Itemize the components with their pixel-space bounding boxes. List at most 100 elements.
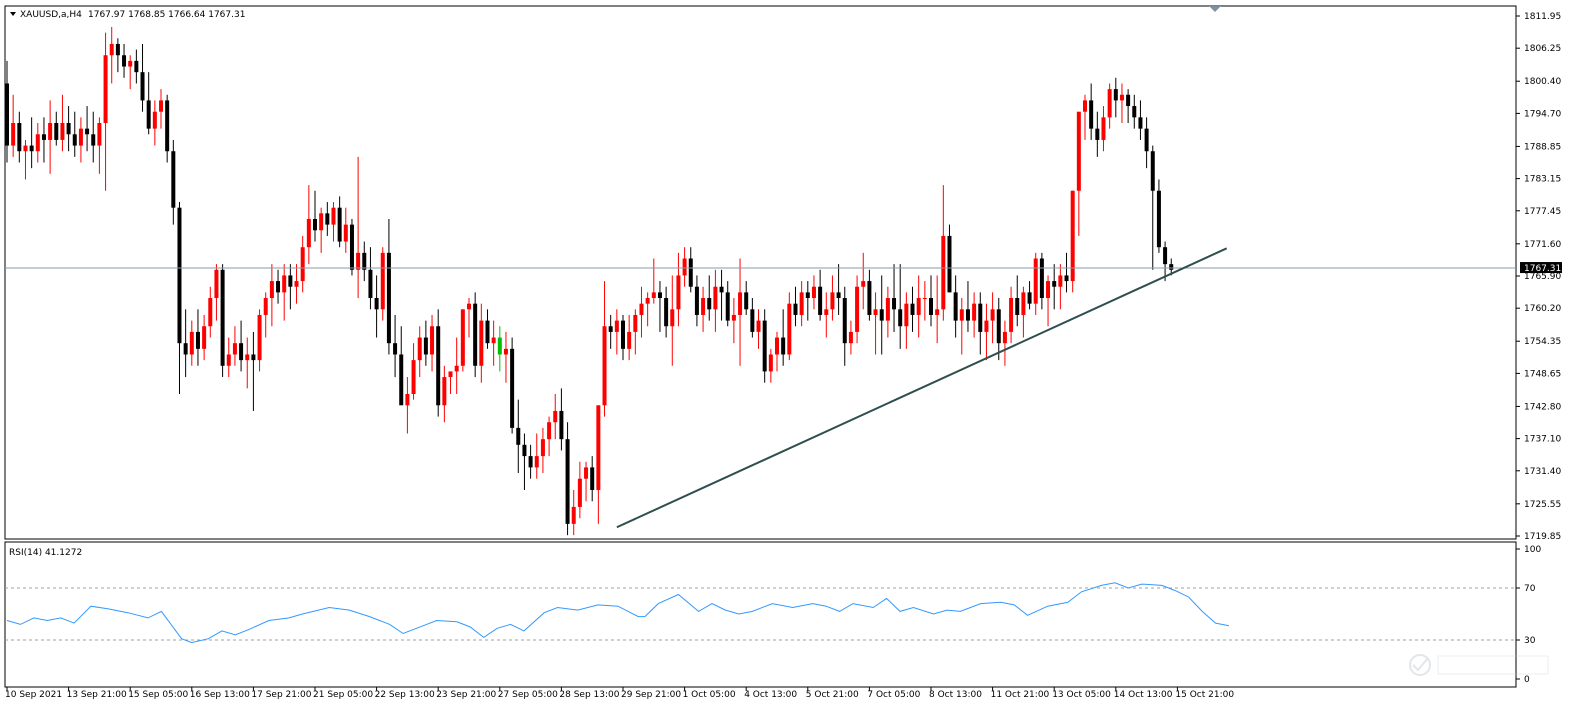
candle-body — [356, 252, 361, 270]
candle-body — [719, 286, 724, 293]
candle-body — [984, 320, 989, 332]
candle-body — [892, 298, 897, 310]
current-price-label: 1767.31 — [1524, 264, 1561, 274]
candlestick-series — [5, 27, 1174, 536]
candle-body — [177, 207, 182, 344]
candle-body — [386, 252, 391, 344]
candle-body — [584, 467, 589, 479]
candle-body — [565, 439, 570, 524]
watermark-logo — [1409, 654, 1549, 676]
candle-body — [547, 422, 552, 440]
candle-body — [725, 292, 730, 321]
candle-body — [165, 100, 170, 152]
candle-body — [220, 269, 225, 366]
time-tick-label: 21 Sep 05:00 — [313, 690, 373, 700]
candle-body — [590, 467, 595, 490]
candle-body — [731, 314, 736, 321]
candle-body — [393, 343, 398, 355]
candle-body — [146, 100, 151, 129]
time-tick-label: 22 Sep 13:00 — [375, 690, 435, 700]
candle-body — [1058, 275, 1063, 287]
candle-body — [577, 478, 582, 507]
candle-body — [17, 122, 22, 152]
candle-body — [781, 337, 786, 355]
candle-body — [214, 269, 219, 299]
candle-body — [756, 320, 761, 332]
time-axis: 10 Sep 2021 13 Sep 21:00 15 Sep 05:00 16 Se… — [5, 687, 1234, 700]
time-tick-label: 1 Oct 05:00 — [683, 690, 736, 700]
candle-body — [867, 281, 872, 315]
price-tick-label: 1725.55 — [1524, 500, 1561, 510]
rsi-line — [6, 582, 1230, 644]
candle-body — [313, 218, 317, 231]
candle-body — [319, 213, 324, 231]
candle-body — [1039, 258, 1044, 299]
candle-body — [1101, 117, 1106, 140]
price-tick-label: 1783.15 — [1524, 175, 1561, 185]
candle-body — [35, 134, 40, 152]
candle-body — [152, 111, 157, 129]
price-pane[interactable]: XAUUSD,a,H4 1767.97 1768.85 1766.64 1767… — [4, 5, 1517, 540]
candle-body — [23, 145, 28, 152]
candle-body — [904, 303, 909, 327]
candle-body — [159, 100, 163, 112]
time-tick-label: 28 Sep 13:00 — [559, 690, 619, 700]
candle-body — [750, 309, 755, 332]
candle-body — [621, 320, 625, 349]
candle-body — [1002, 331, 1007, 344]
candle-body — [97, 122, 102, 146]
candle-body — [885, 298, 890, 321]
candle-body — [811, 286, 816, 299]
candle-body — [1083, 100, 1087, 112]
rsi-tick-label: 100 — [1524, 545, 1541, 555]
candle-body — [793, 303, 798, 315]
candle-body — [627, 331, 632, 349]
candle-body — [122, 55, 127, 67]
candle-body — [1064, 275, 1069, 282]
candle-body — [239, 343, 244, 361]
candle-body — [818, 286, 823, 315]
candle-body — [1070, 190, 1075, 282]
candle-body — [331, 207, 336, 225]
time-tick-label: 17 Sep 21:00 — [251, 690, 311, 700]
candle-body — [78, 128, 83, 146]
candle-body — [245, 354, 250, 361]
candle-body — [1021, 292, 1026, 315]
candle-body — [830, 292, 835, 310]
candle-body — [614, 320, 619, 332]
candle-body — [380, 252, 385, 310]
collapse-triangle-icon[interactable] — [10, 12, 16, 16]
candle-body — [879, 309, 884, 321]
rsi-pane[interactable]: RSI(14) 41.1272 100 70 30 0 — [4, 541, 1541, 688]
candle-body — [1119, 94, 1124, 101]
price-tick-label: 1742.80 — [1524, 402, 1561, 412]
candle-body — [417, 337, 422, 361]
candle-body — [935, 309, 940, 315]
candle-body — [1156, 190, 1161, 248]
candle-body — [990, 309, 995, 321]
time-tick-label: 11 Oct 21:00 — [991, 690, 1050, 700]
candle-body — [713, 286, 718, 310]
candle-body — [485, 320, 490, 344]
candle-body — [744, 292, 749, 310]
candle-body — [300, 247, 305, 282]
candle-body — [1163, 247, 1168, 265]
candle-body — [1138, 117, 1143, 129]
candle-body — [922, 298, 927, 300]
candle-body — [516, 427, 521, 445]
symbol-header: XAUUSD,a,H4 — [20, 10, 82, 20]
candle-body — [343, 224, 348, 242]
candle-body — [929, 298, 933, 315]
candle-body — [368, 269, 373, 299]
candle-body — [325, 213, 330, 225]
candle-body — [916, 298, 921, 315]
rsi-tick-label: 0 — [1524, 675, 1530, 685]
candle-body — [762, 320, 767, 372]
candle-body — [29, 145, 34, 152]
scroll-marker-icon[interactable] — [1209, 6, 1221, 12]
candle-body — [72, 134, 77, 146]
candle-body — [953, 292, 958, 321]
trendline[interactable] — [616, 247, 1228, 529]
candle-body — [41, 134, 46, 140]
time-tick-label: 27 Sep 05:00 — [498, 690, 558, 700]
